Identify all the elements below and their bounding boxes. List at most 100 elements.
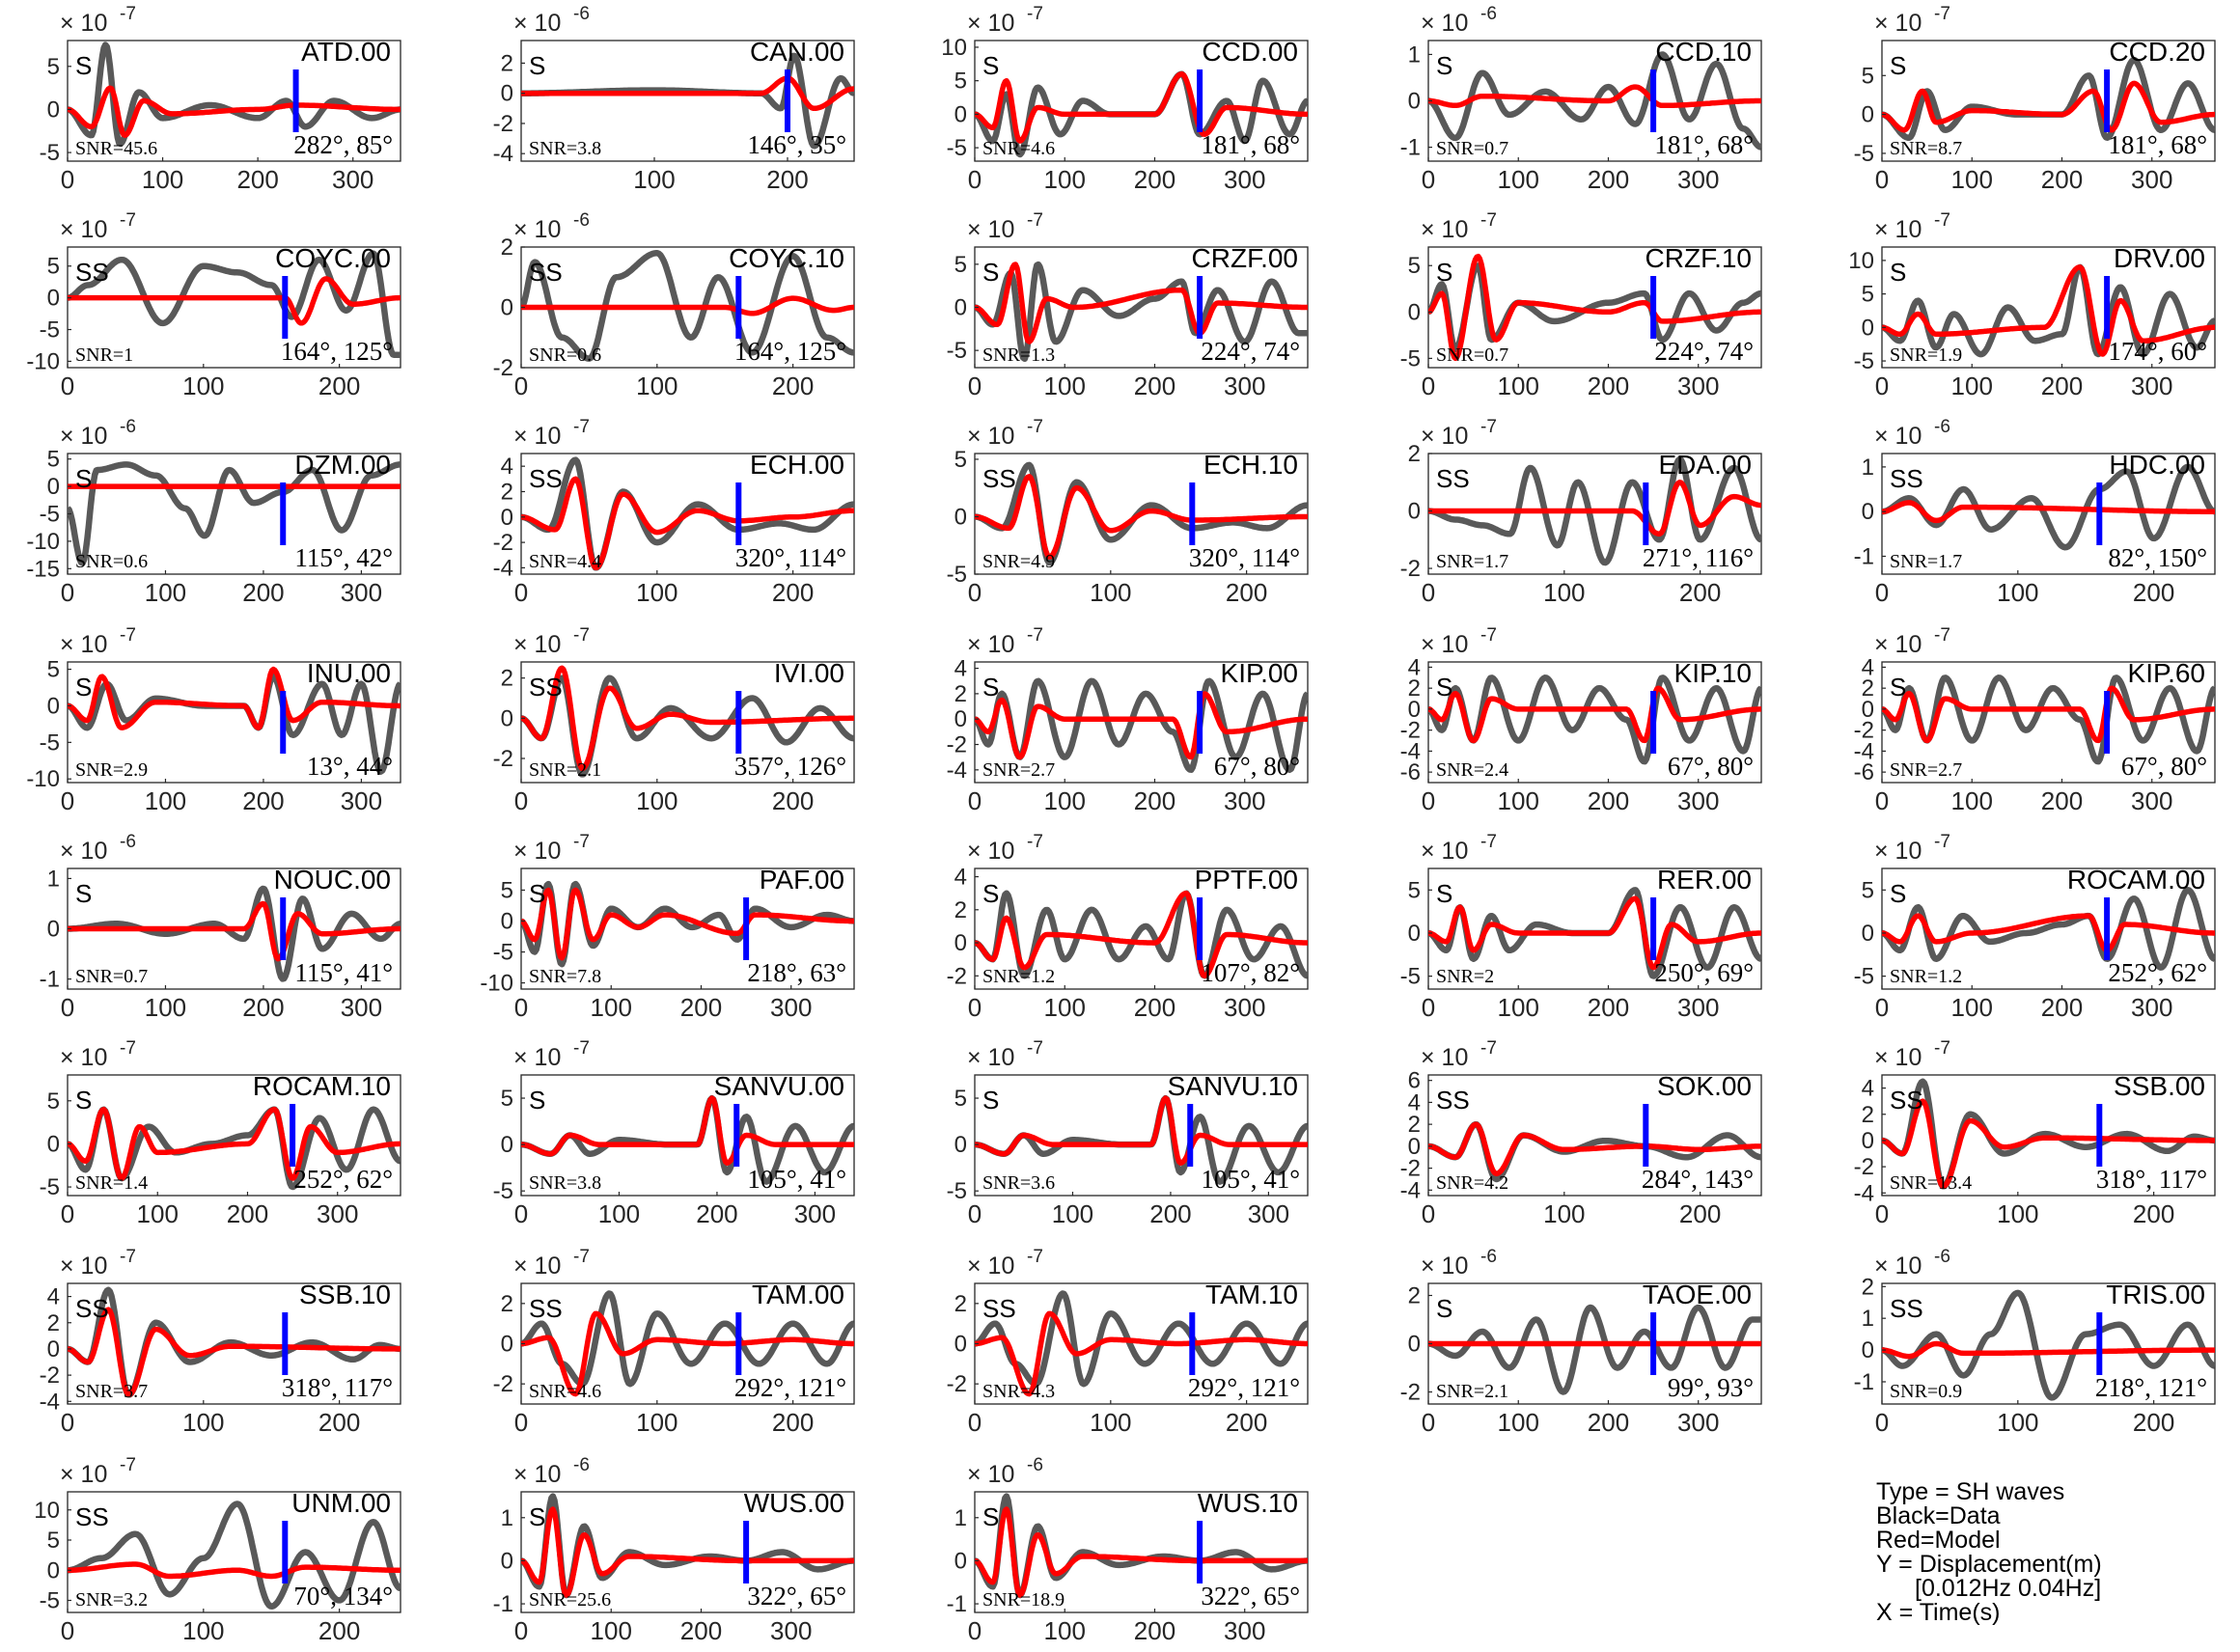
x-tick-label: 200	[2041, 165, 2083, 194]
phase-label: SS	[75, 1502, 109, 1531]
scale-exponent: × 10	[513, 10, 561, 37]
x-tick-label: 200	[680, 993, 722, 1022]
x-tick-label: 200	[1588, 786, 1629, 815]
station-label: NOUC.00	[274, 865, 391, 895]
x-tick-label: 300	[317, 1199, 358, 1228]
scale-exponent: × 10	[967, 1044, 1014, 1071]
station-label: PPTF.00	[1195, 865, 1298, 895]
y-tick-label: 10	[941, 35, 967, 61]
y-tick-label: 0	[1862, 499, 1874, 525]
scale-exponent-power: -6	[1480, 1247, 1497, 1267]
model-trace	[521, 1310, 854, 1397]
legend-line-y: Y = Displacement(m)	[1876, 1551, 2102, 1578]
azimuth-distance-label: 218°, 63°	[747, 958, 846, 987]
y-tick-label: 5	[47, 1528, 60, 1554]
y-tick-label: 10	[34, 1498, 60, 1524]
x-tick-label: 200	[2041, 372, 2083, 400]
scale-exponent-power: -6	[120, 417, 136, 437]
x-tick-label: 300	[770, 993, 812, 1022]
phase-label: S	[75, 51, 92, 80]
phase-label: S	[75, 464, 92, 493]
y-tick-label: 5	[1862, 63, 1874, 89]
data-trace	[1428, 675, 1761, 765]
station-label: INU.00	[307, 658, 391, 688]
y-tick-label: -2	[493, 355, 513, 381]
phase-label: SS	[1890, 1294, 1923, 1323]
x-tick-label: 0	[1422, 786, 1435, 815]
station-label: DRV.00	[2114, 243, 2205, 273]
x-tick-label: 0	[1875, 165, 1889, 194]
y-tick-label: 0	[1862, 102, 1874, 128]
scale-exponent-power: -7	[120, 1038, 136, 1059]
scale-exponent: × 10	[1874, 423, 1922, 450]
x-tick-label: 100	[1997, 578, 2038, 607]
y-tick-label: -5	[40, 730, 60, 756]
scale-exponent: × 10	[967, 1253, 1014, 1280]
x-tick-label: 200	[2133, 578, 2174, 607]
y-tick-label: -5	[493, 940, 513, 966]
snr-label: SNR=3.7	[75, 1381, 148, 1402]
y-tick-label: 0	[1862, 1128, 1874, 1154]
x-tick-label: 0	[1422, 1408, 1435, 1437]
y-tick-label: 2	[1862, 1102, 1874, 1128]
y-tick-label: 5	[954, 252, 967, 278]
x-tick-label: 100	[1951, 372, 1993, 400]
y-tick-label: 0	[501, 908, 513, 934]
x-tick-label: 100	[1498, 372, 1539, 400]
y-tick-label: 5	[47, 447, 60, 473]
data-trace	[975, 677, 1308, 774]
model-trace	[1882, 685, 2215, 744]
snr-label: SNR=0.6	[75, 551, 148, 572]
snr-label: SNR=4.6	[529, 1381, 601, 1402]
scale-exponent: × 10	[1421, 1044, 1468, 1071]
x-tick-label: 100	[142, 165, 183, 194]
y-tick-label: 0	[47, 286, 60, 312]
axes-box	[67, 40, 401, 162]
x-tick-label: 300	[1224, 786, 1265, 815]
y-tick-label: -5	[40, 1588, 60, 1614]
x-tick-label: 300	[1224, 372, 1265, 400]
axes-box	[1427, 661, 1762, 784]
azimuth-distance-label: 181°, 68°	[2108, 130, 2207, 159]
azimuth-distance-label: 224°, 74°	[1201, 337, 1300, 366]
station-label: HDC.00	[2109, 450, 2205, 480]
x-tick-label: 200	[318, 1408, 360, 1437]
data-trace	[521, 250, 854, 362]
scale-exponent-power: -7	[120, 1455, 136, 1475]
scale-exponent-power: -6	[573, 4, 590, 24]
azimuth-distance-label: 320°, 114°	[1189, 543, 1300, 572]
data-trace	[1882, 57, 2215, 142]
y-tick-label: 0	[47, 474, 60, 500]
axes-box	[1881, 1282, 2216, 1405]
scale-exponent: × 10	[513, 1253, 561, 1280]
x-tick-label: 100	[1543, 578, 1585, 607]
station-label: PAF.00	[760, 865, 844, 895]
x-tick-label: 0	[968, 372, 982, 400]
y-tick-label: -4	[40, 1389, 60, 1415]
y-tick-label: 1	[47, 866, 60, 892]
y-tick-label: 1	[501, 1505, 513, 1531]
x-tick-label: 0	[1875, 578, 1889, 607]
x-tick-label: 100	[1044, 993, 1086, 1022]
scale-exponent: × 10	[60, 1461, 107, 1488]
x-tick-label: 200	[1134, 165, 1175, 194]
azimuth-distance-label: 218°, 121°	[2095, 1373, 2207, 1402]
scale-exponent: × 10	[1421, 1253, 1468, 1280]
scale-exponent-power: -7	[120, 625, 136, 646]
station-label: CCD.00	[1202, 37, 1298, 67]
y-tick-label: 0	[501, 81, 513, 107]
x-tick-label: 300	[1677, 372, 1719, 400]
scale-exponent-power: -7	[1027, 1247, 1043, 1267]
axes-box	[67, 661, 401, 784]
x-tick-label: 0	[514, 786, 528, 815]
azimuth-distance-label: 292°, 121°	[734, 1373, 846, 1402]
y-tick-label: -2	[1400, 1156, 1421, 1182]
phase-label: S	[529, 51, 545, 80]
legend-line-x: X = Time(s)	[1876, 1599, 2001, 1626]
scale-exponent: × 10	[513, 1044, 561, 1071]
